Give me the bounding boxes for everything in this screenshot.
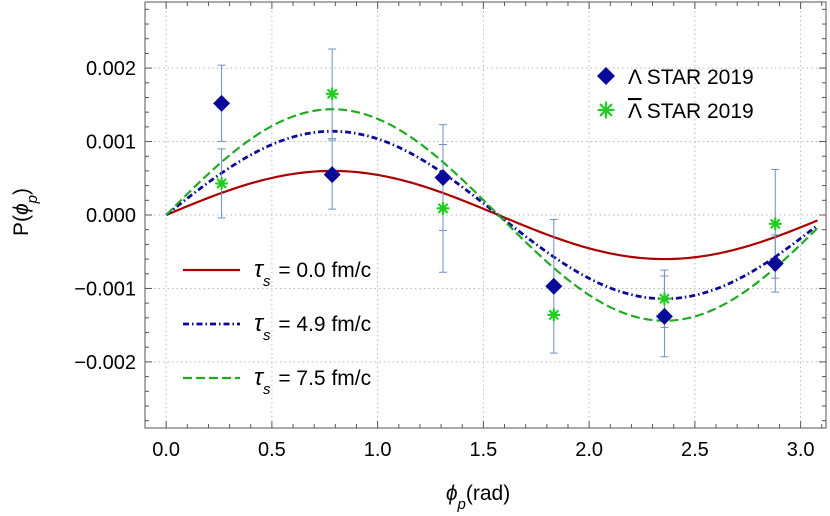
x-axis-label-suffix: (rad) bbox=[466, 482, 510, 505]
legend-marker-1 bbox=[597, 101, 615, 119]
x-axis-label-sub: p bbox=[457, 496, 466, 513]
data-point-antilambda-5 bbox=[768, 217, 782, 231]
legend-curve-label-1: τs = 4.9 fm/c bbox=[254, 310, 371, 344]
legend-symbol-0: Λ bbox=[628, 66, 642, 89]
y-axis-label-symbol: ϕ bbox=[10, 203, 33, 215]
data-point-antilambda-3 bbox=[547, 308, 561, 322]
data-point-antilambda-0 bbox=[214, 176, 229, 191]
legend-marker-1-stroke bbox=[599, 103, 613, 117]
data-point-lambda-5 bbox=[766, 254, 784, 272]
legend-suffix-1: STAR 2019 bbox=[641, 100, 754, 123]
legend-curve-sub-0: s bbox=[263, 273, 271, 290]
grid-layer bbox=[145, 2, 826, 428]
data-point-antilambda-4 bbox=[657, 292, 672, 306]
legend-curve-tau-0: τ bbox=[254, 256, 265, 283]
data-point-antilambda-2-stroke bbox=[438, 203, 448, 214]
x-tick-label-0: 0.0 bbox=[152, 439, 180, 461]
legend-curves: τs = 0.0 fm/cτs = 4.9 fm/cτs = 7.5 fm/c bbox=[183, 256, 371, 398]
x-tick-label-3: 1.5 bbox=[469, 439, 497, 461]
legend-marker-0 bbox=[597, 67, 615, 85]
legend-suffix-0: STAR 2019 bbox=[641, 66, 754, 89]
data-point-antilambda-1-stroke bbox=[327, 88, 338, 99]
data-point-lambda-1 bbox=[323, 166, 341, 184]
y-axis-label-sub: p bbox=[24, 195, 41, 204]
y-tick-label-4: 0.002 bbox=[86, 58, 136, 80]
legend-curve-sub-1: s bbox=[263, 327, 271, 344]
data-point-antilambda-0-stroke bbox=[216, 178, 227, 189]
x-tick-label-4: 2.0 bbox=[575, 439, 603, 461]
legend-curve-text-1: = 4.9 fm/c bbox=[272, 313, 371, 336]
legend-entry-0: Λ STAR 2019 bbox=[628, 66, 754, 89]
y-axis-label-suffix: ) bbox=[10, 188, 33, 195]
data-point-antilambda-3-stroke bbox=[548, 309, 559, 320]
legend-curve-tau-2: τ bbox=[254, 364, 265, 391]
legend-entry-1: Λ STAR 2019 bbox=[628, 100, 754, 123]
marker-layer bbox=[213, 87, 784, 325]
data-point-lambda-4 bbox=[655, 307, 673, 325]
legend-curve-label-2: τs = 7.5 fm/c bbox=[254, 364, 371, 398]
data-point-lambda-3 bbox=[545, 277, 563, 295]
y-tick-label-2: 0.000 bbox=[86, 205, 136, 227]
x-tick-label-6: 3.0 bbox=[787, 439, 815, 461]
data-point-antilambda-1 bbox=[325, 87, 339, 101]
data-point-antilambda-5-stroke bbox=[770, 218, 781, 229]
y-axis-label: P(ϕp) bbox=[10, 188, 41, 236]
legend-curve-tau-1: τ bbox=[254, 310, 265, 337]
curve-layer bbox=[165, 108, 819, 322]
legend-curve-sub-2: s bbox=[263, 381, 271, 398]
data-point-antilambda-2 bbox=[436, 201, 450, 215]
legend-curve-text-0: = 0.0 fm/c bbox=[272, 259, 371, 282]
x-axis-label-symbol: ϕ bbox=[446, 482, 458, 505]
y-tick-label-3: 0.001 bbox=[86, 132, 136, 154]
legend-symbol-1: Λ bbox=[628, 100, 642, 123]
y-tick-label-1: −0.001 bbox=[74, 278, 136, 300]
y-tick-label-0: −0.002 bbox=[74, 352, 136, 374]
data-point-antilambda-4-stroke bbox=[659, 293, 670, 304]
x-tick-label-5: 2.5 bbox=[681, 439, 709, 461]
data-point-lambda-2 bbox=[434, 169, 452, 187]
data-point-lambda-0 bbox=[213, 94, 231, 112]
curve-tau-2 bbox=[165, 108, 819, 322]
curve-tau-1 bbox=[165, 129, 819, 301]
x-tick-label-2: 1.0 bbox=[364, 439, 392, 461]
curve-tau-0 bbox=[165, 169, 818, 261]
x-tick-label-1: 0.5 bbox=[258, 439, 286, 461]
x-axis-label: ϕp(rad) bbox=[446, 482, 510, 513]
y-axis-label-prefix: P( bbox=[10, 215, 33, 236]
errorbar-layer bbox=[217, 48, 780, 358]
legend-curve-label-0: τs = 0.0 fm/c bbox=[254, 256, 371, 290]
tick-layer: 0.0 0.5 1.0 1.5 2.0 2.5 3.0 −0.002 −0.001 0.000 0.… bbox=[74, 2, 826, 461]
legend-curve-text-2: = 7.5 fm/c bbox=[272, 367, 371, 390]
